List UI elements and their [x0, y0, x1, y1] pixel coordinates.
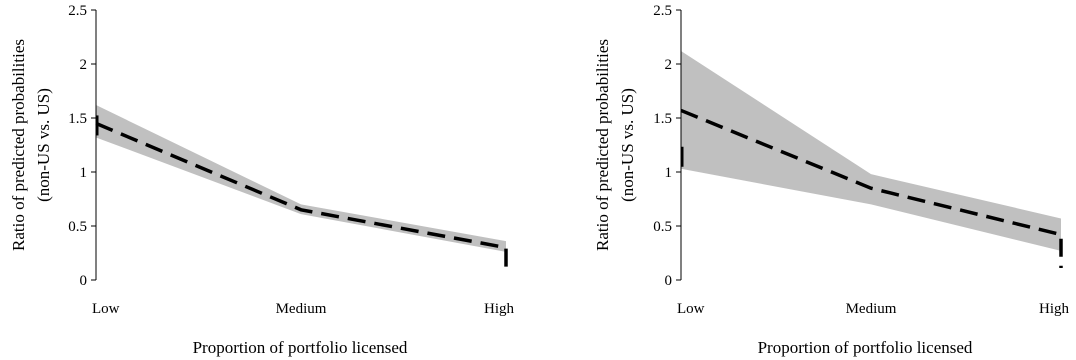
x-tick-label: Low: [677, 301, 705, 317]
y-axis-title-group: Ratio of predicted probabilities (non-US…: [9, 39, 53, 251]
x-tick-label: High: [484, 301, 515, 317]
x-ticks: Low Medium High: [677, 301, 1070, 317]
y-tick-label: 0.5: [68, 219, 87, 235]
y-tick-label: 1: [665, 165, 673, 181]
chart-left: 0 0.5 1 1.5 2 2.5 Low Medium High Proportion of…: [9, 3, 515, 357]
confidence-band: [96, 105, 506, 252]
y-tick-label: 2: [665, 57, 673, 73]
y-axis-title-line1: Ratio of predicted probabilities: [9, 39, 28, 251]
y-tick-label: 2.5: [653, 3, 672, 19]
y-tick-label: 0: [665, 273, 673, 289]
y-axis-title-group: Ratio of predicted probabilities (non-US…: [593, 39, 637, 251]
y-tick-label: 0.5: [653, 219, 672, 235]
x-tick-label: Low: [92, 301, 120, 317]
x-ticks: Low Medium High: [92, 301, 515, 317]
y-tick-label: 1: [80, 165, 88, 181]
y-ticks: 0 0.5 1 1.5 2 2.5: [68, 3, 96, 289]
y-axis-title-line2: (non-US vs. US): [618, 88, 637, 202]
y-axis-title-line2: (non-US vs. US): [34, 88, 53, 202]
y-tick-label: 0: [80, 273, 88, 289]
y-axis-title-line1: Ratio of predicted probabilities: [593, 39, 612, 251]
y-tick-label: 1.5: [653, 111, 672, 127]
series-line: [680, 108, 1063, 268]
x-axis-title: Proportion of portfolio licensed: [758, 338, 973, 357]
x-axis-title: Proportion of portfolio licensed: [193, 338, 408, 357]
y-ticks: 0 0.5 1 1.5 2 2.5: [653, 3, 681, 289]
x-tick-label: Medium: [276, 301, 327, 317]
confidence-band: [681, 51, 1061, 251]
y-tick-label: 2.5: [68, 3, 87, 19]
x-tick-label: Medium: [846, 301, 897, 317]
x-tick-label: High: [1039, 301, 1070, 317]
chart-right: 0 0.5 1 1.5 2 2.5 Low Medium High Proportion of…: [593, 3, 1070, 357]
y-tick-label: 1.5: [68, 111, 87, 127]
y-tick-label: 2: [80, 57, 88, 73]
series-line: [95, 121, 508, 268]
